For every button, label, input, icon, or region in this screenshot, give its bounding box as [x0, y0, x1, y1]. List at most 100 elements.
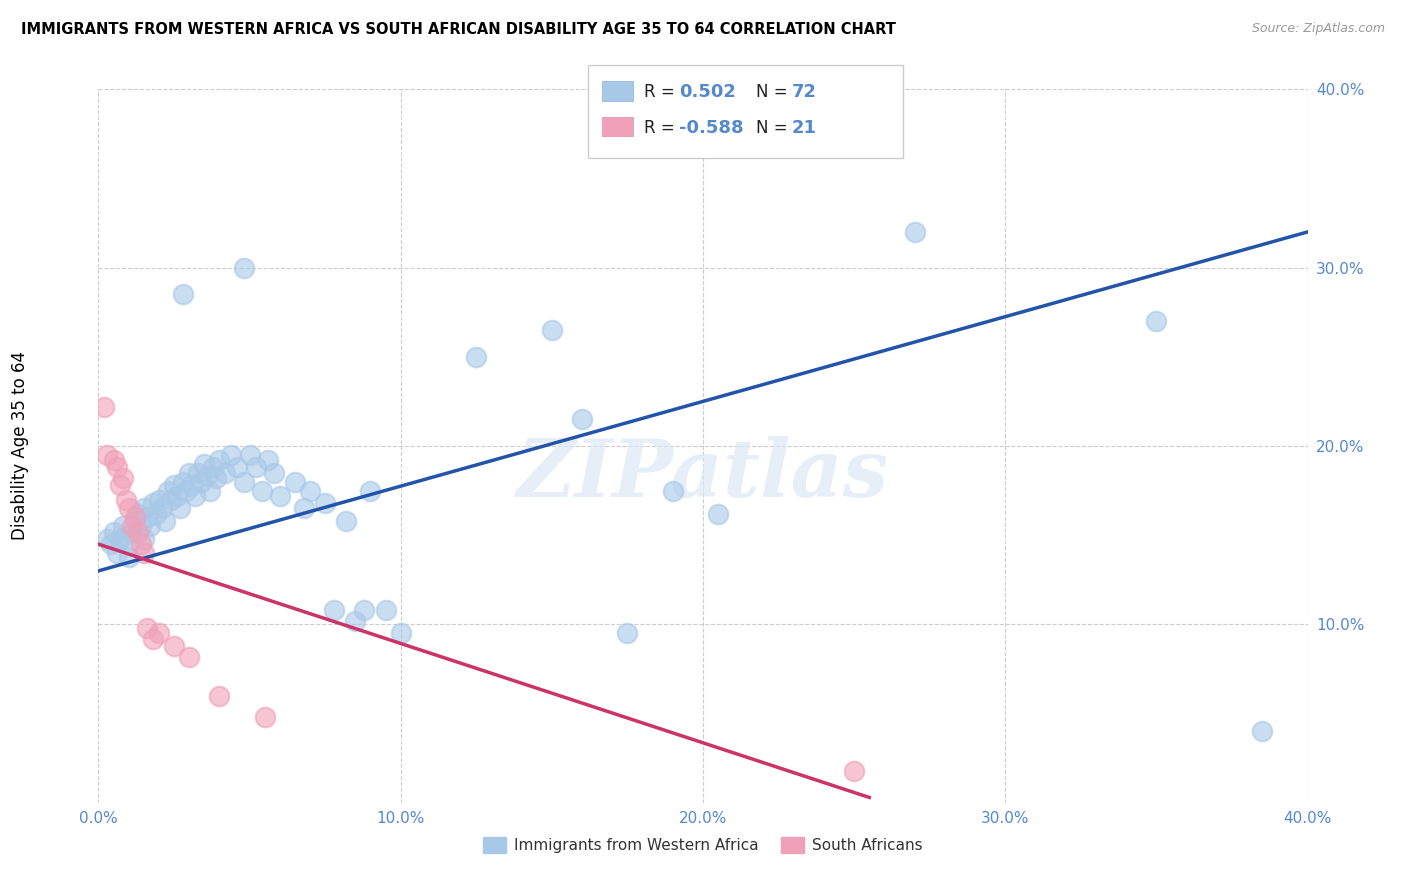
Legend: Immigrants from Western Africa, South Africans: Immigrants from Western Africa, South Af… [477, 831, 929, 859]
Point [344, 614, 367, 628]
Point [129, 519, 152, 533]
Point [190, 475, 212, 489]
Point [96, 532, 118, 546]
Point [163, 639, 186, 653]
Point [142, 632, 165, 646]
Point [571, 412, 593, 426]
Point [163, 478, 186, 492]
Point [139, 519, 162, 533]
Text: -0.588: -0.588 [679, 119, 744, 136]
Point [256, 453, 278, 467]
Text: N =: N = [756, 119, 793, 136]
Point [253, 710, 276, 724]
Point [232, 475, 254, 489]
Point [239, 448, 262, 462]
Point [105, 546, 128, 560]
Point [105, 460, 128, 475]
Point [166, 489, 188, 503]
Text: R =: R = [644, 119, 681, 136]
Point [250, 483, 273, 498]
Point [96, 448, 118, 462]
Point [221, 448, 243, 462]
Point [214, 466, 236, 480]
Point [284, 475, 307, 489]
Point [314, 496, 336, 510]
Point [1144, 314, 1167, 328]
Point [108, 532, 131, 546]
Point [707, 507, 730, 521]
Point [174, 483, 197, 498]
Point [127, 524, 149, 539]
Point [202, 460, 225, 475]
Text: 0.502: 0.502 [679, 83, 735, 101]
Point [1251, 724, 1274, 739]
Point [124, 514, 146, 528]
Text: ZIPatlas: ZIPatlas [517, 436, 889, 513]
Point [142, 496, 165, 510]
Point [179, 649, 201, 664]
Point [353, 603, 375, 617]
Point [232, 260, 254, 275]
Text: 72: 72 [792, 83, 817, 101]
Point [172, 287, 194, 301]
Point [374, 603, 396, 617]
Point [129, 537, 152, 551]
Point [360, 483, 382, 498]
Point [153, 514, 176, 528]
Point [200, 483, 222, 498]
Point [208, 689, 231, 703]
Point [540, 323, 562, 337]
Point [118, 549, 141, 564]
Point [181, 478, 204, 492]
Point [269, 489, 291, 503]
Point [103, 524, 125, 539]
Text: Source: ZipAtlas.com: Source: ZipAtlas.com [1251, 22, 1385, 36]
Point [127, 507, 149, 521]
Point [111, 471, 134, 485]
Point [263, 466, 285, 480]
Point [114, 528, 136, 542]
Point [323, 603, 346, 617]
Point [195, 469, 218, 483]
Point [335, 514, 357, 528]
Point [661, 483, 683, 498]
Point [100, 537, 122, 551]
Point [121, 524, 143, 539]
Point [150, 501, 173, 516]
Point [193, 457, 215, 471]
Point [179, 466, 201, 480]
Point [169, 501, 191, 516]
Point [187, 466, 209, 480]
Point [124, 510, 146, 524]
Point [132, 546, 155, 560]
Point [904, 225, 927, 239]
Point [132, 501, 155, 516]
Point [465, 350, 488, 364]
Point [135, 510, 157, 524]
Point [103, 453, 125, 467]
Point [844, 764, 866, 778]
Point [132, 532, 155, 546]
Point [616, 626, 638, 640]
Point [135, 621, 157, 635]
Point [184, 489, 207, 503]
Point [93, 400, 115, 414]
Point [245, 460, 267, 475]
Text: 21: 21 [792, 119, 817, 136]
Point [148, 492, 170, 507]
Point [160, 492, 183, 507]
Point [114, 492, 136, 507]
Point [299, 483, 322, 498]
Point [226, 460, 249, 475]
Point [208, 453, 231, 467]
Point [172, 475, 194, 489]
Point [389, 626, 412, 640]
Point [118, 537, 141, 551]
Text: IMMIGRANTS FROM WESTERN AFRICA VS SOUTH AFRICAN DISABILITY AGE 35 TO 64 CORRELAT: IMMIGRANTS FROM WESTERN AFRICA VS SOUTH … [21, 22, 896, 37]
Point [145, 507, 167, 521]
Point [205, 471, 228, 485]
Point [118, 501, 141, 516]
Text: N =: N = [756, 83, 793, 101]
Point [121, 519, 143, 533]
Y-axis label: Disability Age 35 to 64: Disability Age 35 to 64 [11, 351, 30, 541]
